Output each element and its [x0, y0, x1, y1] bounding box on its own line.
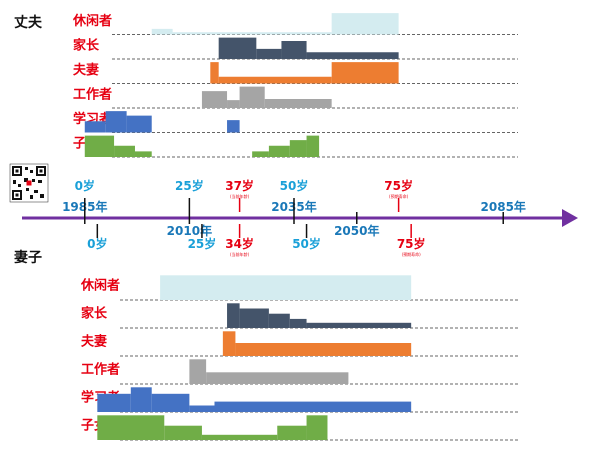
- role-segment-bar: [306, 135, 320, 157]
- role-segment-bar: [289, 140, 307, 157]
- role-segment-bar: [306, 322, 412, 328]
- role-label: 休闲者: [72, 13, 112, 29]
- role-segment-bar: [164, 425, 202, 440]
- wife-role-worker: 工作者: [81, 359, 518, 385]
- role-label: 家长: [81, 305, 108, 321]
- age-label: 50岁: [292, 236, 321, 251]
- age-label: 34岁: [225, 236, 254, 251]
- role-segment-bar: [281, 41, 307, 59]
- husband-role-worker: 工作者: [73, 86, 518, 109]
- age-note: (当前年龄): [230, 251, 250, 257]
- age-label: 0岁: [87, 236, 107, 251]
- role-segment-bar: [268, 145, 290, 157]
- age-label: 25岁: [175, 178, 204, 193]
- role-segment-bar: [97, 415, 165, 440]
- role-segment-bar: [218, 37, 257, 59]
- wife-panel: 妻子 休闲者家长夫妻工作者学习者子女: [14, 249, 518, 441]
- role-segment-bar: [235, 343, 412, 356]
- age-note: (预期寿命): [402, 251, 422, 257]
- role-segment-bar: [227, 303, 240, 328]
- role-segment-bar: [227, 100, 240, 108]
- role-segment-bar: [201, 91, 228, 108]
- role-label: 工作者: [81, 361, 120, 377]
- role-segment-bar: [264, 99, 332, 108]
- role-segment-bar: [151, 393, 190, 412]
- role-segment-bar: [189, 359, 207, 384]
- husband-role-spouse: 夫妻: [73, 62, 518, 84]
- role-segment-bar: [289, 318, 307, 328]
- role-segment-bar: [126, 115, 152, 133]
- role-segment-bar: [210, 62, 219, 84]
- timeline-arrow: [562, 209, 578, 227]
- role-segment-bar: [151, 28, 173, 35]
- husband-role-leisure: 休闲者: [72, 13, 518, 35]
- qr-code: [9, 163, 49, 203]
- role-label: 休闲者: [80, 277, 120, 293]
- wife-role-parent: 家长: [81, 303, 518, 329]
- age-label: 37岁: [225, 178, 254, 193]
- role-segment-bar: [256, 48, 282, 59]
- role-segment-bar: [114, 145, 135, 157]
- wife-role-learner: 学习者: [81, 387, 518, 413]
- role-segment-bar: [134, 151, 152, 157]
- role-segment-bar: [218, 76, 332, 84]
- role-label: 夫妻: [73, 62, 99, 78]
- husband-role-child: 子女: [73, 135, 518, 158]
- wife-role-spouse: 夫妻: [81, 331, 518, 357]
- role-segment-bar: [222, 331, 236, 356]
- role-segment-bar: [214, 401, 412, 412]
- role-segment-bar: [331, 62, 399, 84]
- role-segment-bar: [84, 121, 106, 133]
- age-label: 0岁: [75, 178, 95, 193]
- age-note: (当前年龄): [230, 193, 250, 199]
- wife-label: 妻子: [14, 249, 42, 266]
- role-segment-bar: [277, 425, 307, 440]
- age-label: 50岁: [280, 178, 309, 193]
- role-segment-bar: [227, 120, 240, 133]
- age-label: 25岁: [188, 236, 217, 251]
- role-segment-bar: [130, 387, 152, 412]
- wife-role-leisure: 休闲者: [80, 275, 518, 301]
- year-label: 2010年: [167, 223, 212, 238]
- age-label: 75岁: [384, 178, 413, 193]
- wife-age-markers: 0岁 25岁 34岁(当前年龄) 50岁 75岁(预期寿命): [87, 224, 426, 257]
- role-segment-bar: [201, 434, 278, 440]
- role-segment-bar: [331, 13, 399, 35]
- role-segment-bar: [206, 372, 349, 384]
- role-label: 工作者: [73, 87, 112, 103]
- role-segment-bar: [306, 415, 328, 440]
- age-label: 75岁: [397, 236, 426, 251]
- role-label: 夫妻: [81, 333, 107, 349]
- role-segment-bar: [252, 151, 269, 157]
- role-segment-bar: [268, 313, 290, 328]
- role-segment-bar: [97, 393, 131, 412]
- wife-role-child: 子女: [81, 415, 518, 441]
- husband-panel: 丈夫 休闲者家长夫妻工作者学习者子女: [14, 13, 518, 158]
- husband-role-learner: 学习者: [73, 111, 518, 133]
- role-segment-bar: [239, 308, 269, 328]
- role-segment-bar: [105, 111, 127, 133]
- role-label: 家长: [73, 38, 100, 54]
- year-label: 2050年: [334, 223, 379, 238]
- role-segment-bar: [84, 135, 115, 157]
- age-note: (预期寿命): [389, 193, 409, 199]
- role-segment-bar: [306, 52, 399, 59]
- role-segment-bar: [160, 275, 412, 300]
- husband-role-parent: 家长: [73, 37, 518, 60]
- role-segment-bar: [239, 86, 265, 108]
- husband-age-markers: 0岁 25岁 37岁(当前年龄) 50岁 75岁(预期寿命): [75, 178, 413, 212]
- role-segment-bar: [172, 32, 332, 35]
- year-label: 2085年: [481, 199, 526, 214]
- husband-label: 丈夫: [14, 14, 43, 31]
- role-segment-bar: [189, 405, 215, 412]
